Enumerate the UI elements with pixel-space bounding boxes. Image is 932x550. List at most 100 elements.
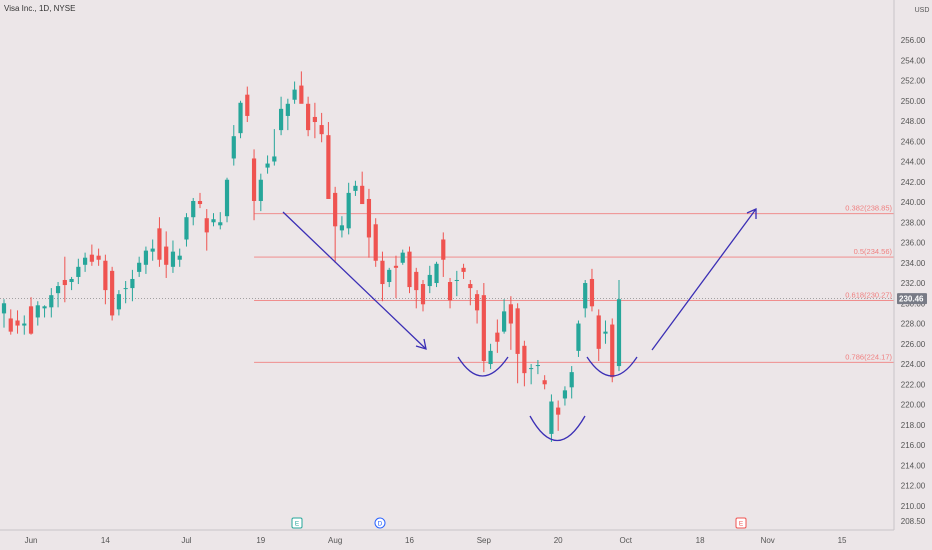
event-marker[interactable]: E [291, 517, 303, 529]
y-tick-label: 256.00 [901, 36, 926, 45]
candle-body [103, 260, 108, 291]
candle-body [447, 282, 453, 301]
x-tick-label: 14 [101, 536, 110, 545]
y-tick-label: 218.00 [901, 421, 926, 430]
candle [285, 98, 290, 131]
candle-body [434, 263, 439, 284]
candle [610, 318, 615, 383]
y-tick-label: 210.00 [901, 502, 926, 511]
candle [596, 309, 601, 361]
x-tick-label: 18 [696, 536, 705, 545]
candle [407, 246, 412, 294]
candle [468, 279, 473, 306]
candle-body [157, 228, 162, 260]
candle-body [529, 368, 534, 370]
down-trend-arrow[interactable] [282, 211, 427, 350]
candle [49, 288, 54, 318]
candle-body [515, 308, 520, 354]
candle-body [596, 315, 601, 349]
candle-body [22, 323, 27, 326]
candle [346, 182, 351, 235]
candle-body [285, 103, 290, 116]
x-tick-label: Sep [477, 536, 492, 545]
candle-body [481, 295, 486, 361]
x-tick-label: 20 [554, 536, 563, 545]
candle-body [495, 332, 500, 342]
candle [184, 213, 189, 247]
candle [319, 112, 324, 143]
candle-body [542, 380, 547, 385]
candle-body [197, 201, 203, 205]
breakout-projection-arrow[interactable] [651, 208, 757, 351]
candle [137, 256, 142, 277]
candle-body [28, 306, 34, 334]
candle [616, 279, 622, 372]
candle [69, 276, 74, 291]
candle-body [143, 250, 149, 265]
candle-body [62, 279, 67, 286]
candle-body [42, 306, 47, 309]
event-marker[interactable]: D [374, 517, 386, 529]
candle [35, 301, 40, 326]
candle-body [333, 192, 338, 227]
candle-body [89, 254, 94, 262]
candle [110, 266, 115, 321]
candle-body [211, 219, 216, 223]
y-tick-label: 232.00 [901, 279, 926, 288]
candle [258, 173, 263, 212]
candle-body [603, 331, 608, 334]
candle [522, 340, 527, 387]
y-tick-label: 236.00 [901, 239, 926, 248]
candle-body [245, 94, 250, 116]
drawing-annotations[interactable] [282, 207, 757, 442]
candle-body [231, 136, 236, 159]
candle [414, 267, 419, 309]
currency-label: USD [915, 7, 930, 14]
down-trend-arrowhead [415, 338, 427, 350]
candle [353, 180, 358, 196]
right-shoulder-curve[interactable] [586, 356, 638, 377]
candle [603, 320, 608, 344]
candle-body [96, 255, 101, 260]
fibonacci-retracement[interactable]: 0.382(238.85) 0.5(234.56) 0.618(230.27) 0.7… [254, 204, 894, 363]
head-curve[interactable] [529, 415, 586, 442]
candle-body [204, 218, 209, 233]
candle-body [306, 103, 311, 131]
candle [245, 86, 250, 123]
candle-body [1, 303, 7, 314]
candle-body [387, 269, 392, 283]
candle [495, 319, 500, 353]
candle [400, 249, 405, 265]
event-marker-label: E [295, 521, 300, 528]
candle-body [265, 163, 270, 168]
candle [157, 217, 162, 267]
y-tick-label: 252.00 [901, 77, 926, 86]
candle-body [549, 401, 554, 434]
candle [191, 197, 196, 226]
y-tick-label: 224.00 [901, 360, 926, 369]
left-shoulder-curve[interactable] [457, 356, 509, 377]
candle [549, 394, 554, 443]
candle-body [420, 284, 426, 305]
candle-body [292, 89, 297, 100]
candles-layer [1, 71, 622, 443]
candle-body [224, 179, 230, 217]
y-tick-label: 214.00 [901, 461, 926, 470]
event-marker[interactable]: E [735, 517, 747, 529]
x-tick-label: Jul [181, 536, 191, 545]
y-tick-label: 250.00 [901, 97, 926, 106]
candle-body [251, 158, 257, 202]
candle [529, 364, 534, 385]
candle-body [441, 239, 446, 260]
candle [562, 386, 568, 406]
y-tick-label: 220.00 [901, 401, 926, 410]
candle [508, 296, 513, 350]
y-tick-label: 248.00 [901, 117, 926, 126]
candle [1, 299, 7, 328]
candle-body [278, 108, 284, 131]
y-tick-label: 226.00 [901, 340, 926, 349]
candle-body [15, 320, 20, 326]
candle-body [508, 304, 513, 324]
